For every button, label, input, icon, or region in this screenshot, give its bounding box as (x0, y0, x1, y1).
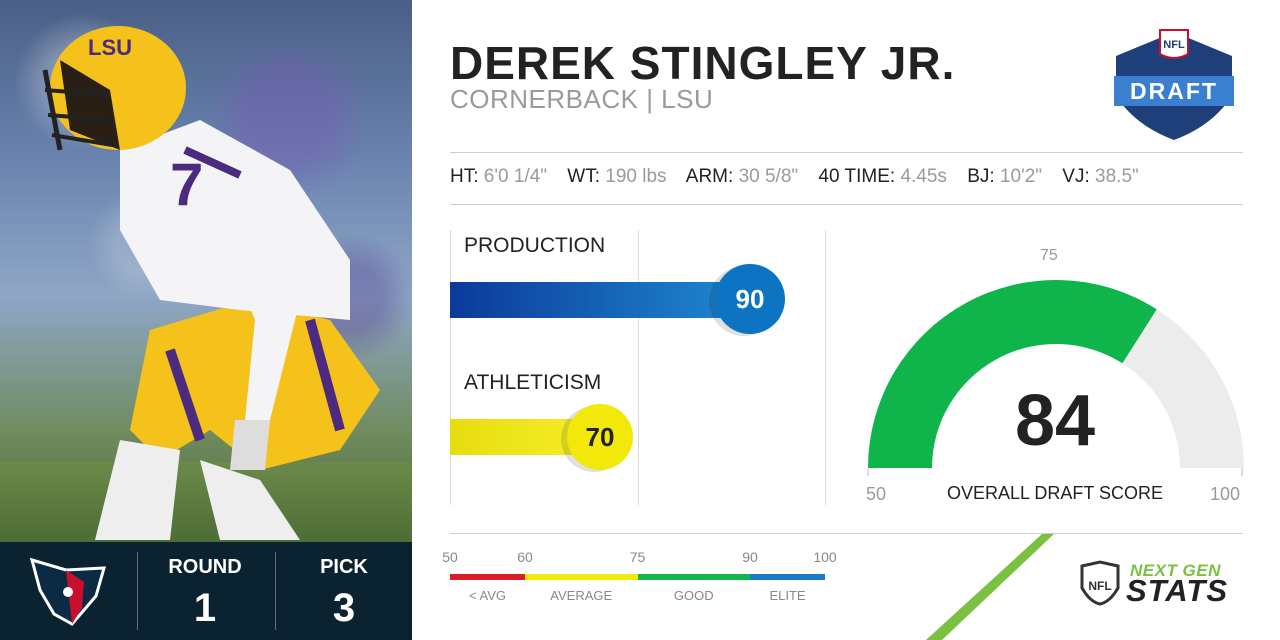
scale-segment-label: ELITE (769, 588, 806, 603)
measurement-vertical-jump: VJ: 38.5" (1062, 166, 1139, 187)
team-draft-bar: ROUND 1 PICK 3 (0, 542, 412, 640)
round-value: 1 (193, 586, 217, 630)
measurements-row: HT: 6'0 1/4" WT: 190 lbs ARM: 30 5/8" 40… (450, 166, 1154, 188)
houston-texans-logo-icon (29, 557, 107, 626)
player-figure: 7 LSU (42, 26, 380, 540)
overall-score-gauge (867, 280, 1244, 476)
svg-text:NFL: NFL (1088, 579, 1111, 593)
nfl-draft-logo-icon: NFL DRAFT (1114, 29, 1234, 140)
draft-logo-text: DRAFT (1130, 78, 1218, 104)
gauge-fill (868, 280, 1157, 468)
jersey-number: 7 (170, 151, 203, 218)
player-photo: 7 LSU (0, 0, 412, 542)
production-score: 90 (715, 264, 785, 334)
athleticism-score: 70 (567, 404, 633, 470)
round-label: ROUND (168, 556, 242, 578)
scale-segment (750, 574, 825, 580)
helmet-text: LSU (88, 35, 132, 60)
pick-value: 3 (332, 586, 356, 630)
panel-divider (825, 230, 826, 505)
accent-stripe (926, 534, 1054, 640)
scale-segment (450, 574, 525, 580)
next-gen-text: NEXT GEN (1130, 561, 1221, 580)
athleticism-label: ATHLETICISM (464, 371, 602, 394)
scale-segment (525, 574, 638, 580)
scale-tick-label: 50 (442, 549, 458, 565)
scale-segment-label: GOOD (673, 588, 714, 603)
divider (450, 204, 1243, 205)
measurement-arm: ARM: 30 5/8" (685, 166, 799, 187)
stats-text: STATS (1126, 573, 1229, 608)
scale-line-50 (450, 230, 451, 505)
divider (137, 552, 138, 630)
scale-tick-label: 100 (813, 549, 837, 565)
measurement-40-time: 40 TIME: 4.45s (818, 166, 947, 187)
pick-label: PICK (320, 556, 368, 578)
divider (450, 152, 1243, 153)
measurement-weight: WT: 190 lbs (567, 166, 667, 187)
gauge-mid-tick-label: 75 (1040, 247, 1058, 264)
divider (450, 533, 1243, 534)
production-label: PRODUCTION (464, 234, 606, 257)
nfl-shield-icon: NFL (1080, 560, 1120, 606)
player-position-school: CORNERBACK | LSU (450, 84, 714, 114)
scale-tick-label: 75 (629, 549, 646, 565)
overall-score-value: 84 (1014, 381, 1096, 461)
scale-tick-label: 90 (742, 549, 758, 565)
measurement-broad-jump: BJ: 10'2" (967, 166, 1043, 187)
scale-segment-label: AVERAGE (550, 588, 613, 603)
player-name: DEREK STINGLEY JR. (450, 37, 956, 89)
scale-segment-label: < AVG (469, 588, 506, 603)
draft-logo-nfl-text: NFL (1163, 39, 1185, 51)
gauge-caption: OVERALL DRAFT SCORE (946, 483, 1164, 503)
gauge-max-label: 100 (1210, 484, 1241, 504)
measurement-height: HT: 6'0 1/4" (450, 166, 547, 187)
scale-line-75 (638, 230, 639, 505)
production-bar (450, 282, 750, 318)
scale-tick-label: 60 (517, 549, 533, 565)
divider (275, 552, 276, 630)
scale-segment (637, 574, 750, 580)
gauge-min-label: 50 (866, 484, 887, 504)
